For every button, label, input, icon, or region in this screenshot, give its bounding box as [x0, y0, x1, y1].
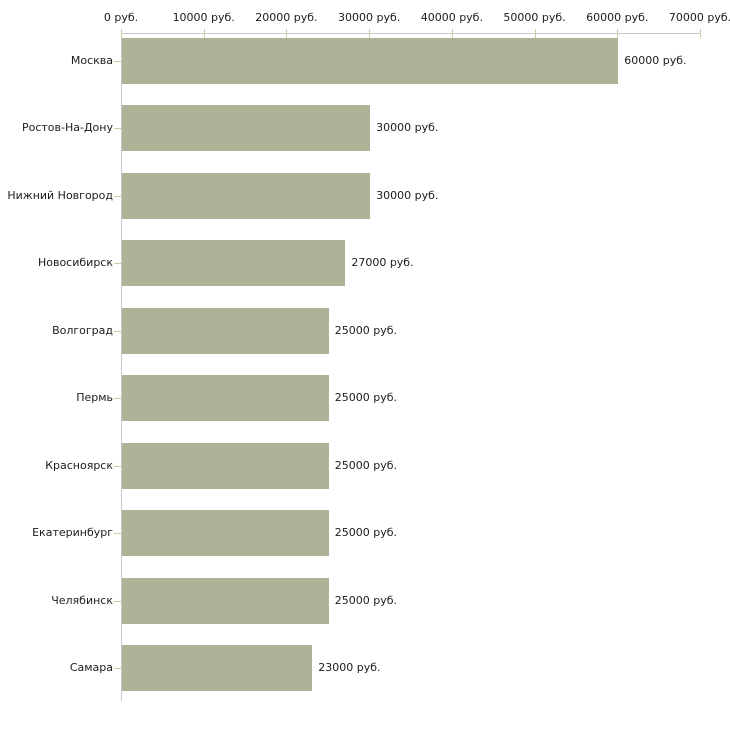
bar [122, 307, 329, 354]
category-tick [114, 263, 121, 264]
category-label: Самара [69, 661, 113, 674]
x-axis-tick-label: 60000 руб. [586, 11, 649, 24]
bar-value-label: 23000 руб. [318, 661, 381, 674]
category-tick [114, 128, 121, 129]
category-tick [114, 465, 121, 467]
x-axis-tick [369, 28, 371, 38]
x-axis-tick-label: 10000 руб. [172, 11, 235, 24]
category-label: Челябинск [51, 593, 113, 607]
x-axis-tick-label: 0 руб. [103, 11, 139, 24]
bar [122, 510, 329, 556]
category-label: Красноярск [45, 458, 113, 472]
category-tick [114, 600, 121, 602]
bar-value-label: 25000 руб. [334, 323, 398, 337]
bar-value-label: 30000 руб. [376, 121, 439, 134]
x-axis-tick-label: 70000 руб. [668, 11, 730, 24]
x-axis-tick [451, 28, 453, 38]
category-label: Пермь [76, 391, 113, 404]
bar-value-label: 25000 руб. [334, 391, 398, 404]
category-label: Екатеринбург [32, 526, 113, 539]
x-axis-tick-label: 50000 руб. [503, 11, 566, 24]
x-axis-tick [286, 28, 288, 38]
x-axis-tick-label: 40000 руб. [420, 11, 483, 24]
bar [122, 37, 619, 84]
bar-value-label: 30000 руб. [376, 188, 439, 202]
bar-value-label: 25000 руб. [334, 593, 398, 607]
category-label: Новосибирск [37, 256, 113, 269]
category-tick [114, 533, 121, 534]
category-label: Ростов-На-Дону [21, 121, 113, 134]
category-tick [114, 195, 121, 197]
x-axis-line [121, 33, 700, 34]
bar [122, 577, 329, 624]
bar [122, 645, 313, 691]
bar-value-label: 60000 руб. [624, 53, 687, 67]
bar [122, 105, 371, 151]
x-axis-tick-label: 30000 руб. [338, 11, 401, 24]
x-axis-tick [534, 28, 536, 38]
bar [122, 172, 371, 219]
category-tick [114, 60, 121, 62]
category-label: Нижний Новгород [7, 188, 113, 202]
y-axis-line [121, 33, 122, 701]
bar-value-label: 25000 руб. [334, 458, 398, 472]
category-tick [114, 668, 121, 669]
category-tick [114, 398, 121, 399]
x-axis-tick [203, 28, 205, 38]
x-axis-tick [121, 28, 122, 38]
bar [122, 442, 329, 489]
category-tick [114, 330, 121, 332]
category-label: Волгоград [52, 323, 113, 337]
bar-value-label: 27000 руб. [351, 256, 414, 269]
bar [122, 240, 346, 286]
x-axis-tick-label: 20000 руб. [255, 11, 318, 24]
bar-value-label: 25000 руб. [334, 526, 398, 539]
bar [122, 375, 329, 421]
x-axis-tick [700, 28, 701, 38]
x-axis-tick [617, 28, 619, 38]
category-label: Москва [70, 53, 113, 67]
